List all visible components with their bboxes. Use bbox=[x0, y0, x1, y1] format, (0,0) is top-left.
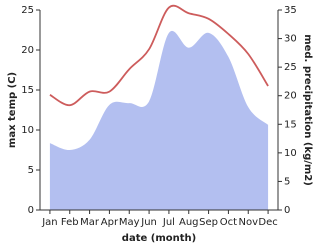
y2-tick-label: 20 bbox=[284, 91, 297, 102]
x-tick-label: Apr bbox=[101, 217, 119, 228]
y-tick-label: 25 bbox=[21, 5, 34, 16]
y2-tick-label: 15 bbox=[284, 119, 297, 130]
precip-area bbox=[49, 30, 269, 211]
x-tick-label: Nov bbox=[238, 217, 258, 228]
x-tick-label: Jun bbox=[140, 217, 157, 228]
x-tick-label: May bbox=[119, 217, 140, 228]
y2-axis-label: med. precipitation (kg/m2) bbox=[302, 34, 313, 186]
y-tick-label: 5 bbox=[28, 165, 34, 176]
y2-tick-label: 30 bbox=[284, 34, 297, 45]
y-tick-label: 20 bbox=[21, 45, 34, 56]
temp-line bbox=[49, 4, 269, 107]
x-tick-label: Sep bbox=[199, 217, 218, 228]
y-tick-label: 0 bbox=[28, 205, 34, 216]
y2-tick-label: 5 bbox=[284, 176, 290, 187]
y-tick-label: 10 bbox=[21, 125, 34, 136]
y2-tick-label: 35 bbox=[284, 5, 297, 16]
x-tick-label: Jul bbox=[162, 217, 175, 228]
x-tick-label: Jan bbox=[41, 217, 57, 228]
chart: date (month) max temp (C) med. precipita… bbox=[7, 4, 313, 244]
x-tick-label: Mar bbox=[80, 217, 100, 228]
x-tick-label: Oct bbox=[220, 217, 237, 228]
x-tick-label: Feb bbox=[61, 217, 79, 228]
y2-tick-label: 10 bbox=[284, 148, 297, 159]
x-tick-label: Dec bbox=[258, 217, 277, 228]
y-tick-label: 15 bbox=[21, 85, 34, 96]
x-tick-label: Aug bbox=[179, 217, 199, 228]
x-axis-label: date (month) bbox=[122, 233, 196, 244]
y2-tick-label: 0 bbox=[284, 205, 290, 216]
y2-tick-label: 25 bbox=[284, 62, 297, 73]
y-axis-label: max temp (C) bbox=[7, 72, 18, 148]
